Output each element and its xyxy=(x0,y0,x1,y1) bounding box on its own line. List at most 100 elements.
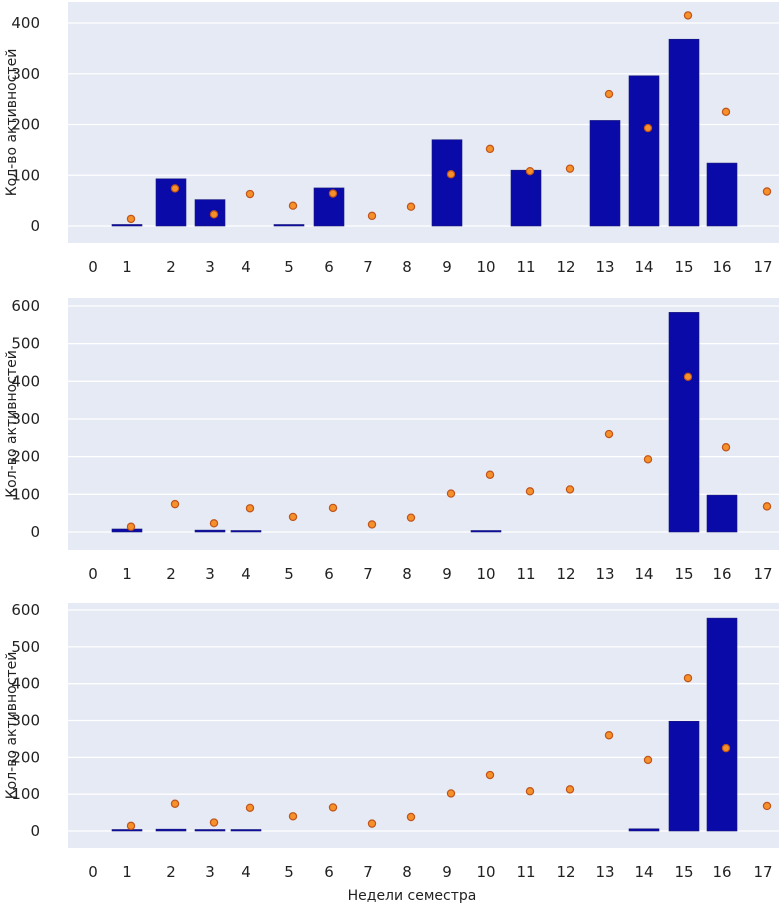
x-tick-label: 14 xyxy=(634,863,653,881)
y-tick-label: 200 xyxy=(11,116,40,134)
bar-week-13 xyxy=(589,120,621,227)
bar-week-11 xyxy=(510,169,542,227)
bar-week-16 xyxy=(706,617,738,832)
point-week-10 xyxy=(485,770,495,780)
point-week-14 xyxy=(643,455,653,464)
point-week-13 xyxy=(604,429,614,439)
x-tick-label: 17 xyxy=(753,863,772,881)
point-week-17 xyxy=(762,801,772,811)
x-tick-label: 2 xyxy=(166,565,176,583)
x-tick-label: 10 xyxy=(476,565,495,583)
bar-week-1 xyxy=(111,829,143,832)
x-tick-label: 3 xyxy=(205,258,215,276)
x-tick-label: 8 xyxy=(402,863,412,881)
bar-week-15 xyxy=(668,720,700,832)
y-axis-label: Кол-во активностей xyxy=(4,652,20,800)
plot-area xyxy=(68,603,779,848)
x-tick-label: 13 xyxy=(595,863,614,881)
x-tick-label: 11 xyxy=(516,863,535,881)
bar-week-3 xyxy=(194,529,226,533)
point-week-11 xyxy=(525,787,535,796)
point-week-7 xyxy=(367,819,377,828)
x-tick-label: 16 xyxy=(712,565,731,583)
bar-week-1 xyxy=(111,224,143,227)
x-tick-label: 3 xyxy=(205,565,215,583)
point-week-1 xyxy=(126,214,136,224)
point-week-16 xyxy=(721,107,731,117)
y-tick-label: 400 xyxy=(11,675,40,693)
y-tick-label: 300 xyxy=(11,410,40,428)
x-tick-label: 0 xyxy=(88,258,98,276)
point-week-10 xyxy=(485,144,495,154)
y-tick-label: 300 xyxy=(11,712,40,730)
y-axis-label: Кол-во активностей xyxy=(4,350,20,498)
x-tick-label: 5 xyxy=(284,258,294,276)
x-tick-label: 5 xyxy=(284,565,294,583)
y-tick-label: 100 xyxy=(11,785,40,803)
x-tick-label: 4 xyxy=(241,863,251,881)
point-week-5 xyxy=(288,512,298,522)
x-tick-label: 9 xyxy=(442,863,452,881)
point-week-7 xyxy=(367,211,377,221)
point-week-16 xyxy=(721,443,731,452)
x-tick-label: 5 xyxy=(284,863,294,881)
point-week-3 xyxy=(209,519,219,528)
point-week-15 xyxy=(683,673,693,683)
point-week-17 xyxy=(762,502,772,511)
x-tick-label: 15 xyxy=(674,565,693,583)
bar-week-1 xyxy=(111,528,143,533)
point-week-17 xyxy=(762,187,772,196)
bar-week-2 xyxy=(155,178,187,227)
x-tick-label: 7 xyxy=(363,565,373,583)
x-tick-label: 6 xyxy=(324,258,334,276)
point-week-9 xyxy=(446,789,456,798)
x-tick-label: 0 xyxy=(88,565,98,583)
x-tick-label: 8 xyxy=(402,565,412,583)
x-tick-label: 14 xyxy=(634,565,653,583)
x-tick-label: 6 xyxy=(324,565,334,583)
y-tick-label: 400 xyxy=(11,372,40,390)
y-tick-label: 200 xyxy=(11,448,40,466)
point-week-8 xyxy=(406,812,416,822)
point-week-12 xyxy=(565,164,575,173)
x-tick-label: 7 xyxy=(363,258,373,276)
bar-week-5 xyxy=(273,224,305,227)
point-week-8 xyxy=(406,202,416,211)
point-week-1 xyxy=(126,522,136,531)
point-week-6 xyxy=(328,803,338,812)
bar-week-3 xyxy=(194,199,226,227)
bar-week-15 xyxy=(668,38,700,227)
y-tick-label: 0 xyxy=(30,822,40,840)
point-week-8 xyxy=(406,513,416,522)
bar-week-16 xyxy=(706,494,738,533)
x-tick-label: 13 xyxy=(595,565,614,583)
x-tick-label: 15 xyxy=(674,863,693,881)
bar-week-4 xyxy=(230,530,262,533)
x-tick-label: 9 xyxy=(442,258,452,276)
x-tick-label: 4 xyxy=(241,258,251,276)
x-tick-label: 2 xyxy=(166,258,176,276)
x-tick-label: 16 xyxy=(712,258,731,276)
y-tick-label: 0 xyxy=(30,217,40,235)
x-tick-label: 12 xyxy=(556,258,575,276)
y-tick-label: 500 xyxy=(11,335,40,353)
x-tick-label: 1 xyxy=(122,565,132,583)
x-tick-label: 0 xyxy=(88,863,98,881)
x-tick-label: 17 xyxy=(753,258,772,276)
x-tick-label: 15 xyxy=(674,258,693,276)
bar-week-16 xyxy=(706,162,738,227)
y-tick-label: 0 xyxy=(30,523,40,541)
point-week-2 xyxy=(170,184,180,193)
plot-area xyxy=(68,298,779,550)
x-tick-label: 6 xyxy=(324,863,334,881)
bar-week-6 xyxy=(313,187,345,227)
point-week-9 xyxy=(446,170,456,179)
x-tick-label: 11 xyxy=(516,258,535,276)
point-week-10 xyxy=(485,470,495,479)
x-tick-label: 13 xyxy=(595,258,614,276)
point-week-13 xyxy=(604,731,614,740)
